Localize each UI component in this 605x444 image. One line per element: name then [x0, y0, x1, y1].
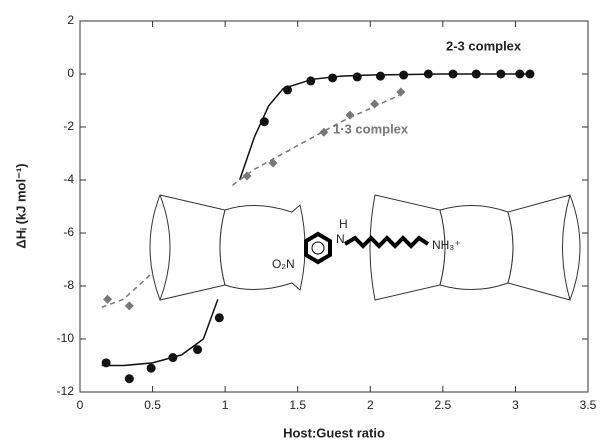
point [423, 69, 433, 79]
x-axis-label: Host:Guest ratio [283, 425, 385, 440]
plot-frame [79, 20, 589, 393]
series-label: 2-3 complex [446, 38, 522, 53]
y-tick-label: -10 [57, 331, 75, 345]
y-tick-label: 2 [67, 13, 74, 27]
point [396, 87, 406, 97]
y-tick-label: 0 [67, 66, 74, 80]
y-tick-label: -6 [63, 225, 74, 239]
point [496, 69, 506, 79]
point [525, 69, 535, 79]
point [124, 374, 134, 384]
x-tick-label: 0.5 [144, 398, 161, 412]
point [101, 358, 111, 368]
point [214, 313, 224, 323]
series-label: 1·3 complex [333, 121, 409, 136]
point [146, 363, 156, 373]
point [471, 69, 481, 79]
diagram-label: N [336, 232, 345, 246]
point [268, 158, 278, 168]
x-tick-label: 3.5 [580, 398, 597, 412]
point [193, 345, 203, 355]
y-tick-label: -2 [63, 119, 74, 133]
point [259, 117, 269, 127]
point [319, 127, 329, 137]
point [124, 301, 134, 311]
y-tick-label: -8 [63, 278, 74, 292]
point [515, 69, 525, 79]
diagram-label: O₂N [272, 257, 295, 271]
point [103, 294, 113, 304]
x-tick-label: 2 [367, 398, 374, 412]
point [448, 69, 458, 79]
y-tick-label: -12 [57, 384, 75, 398]
x-tick-label: 3 [512, 398, 519, 412]
point [283, 85, 293, 95]
point [352, 72, 362, 82]
point [328, 73, 338, 83]
point [242, 171, 252, 181]
x-tick-label: 2.5 [435, 398, 452, 412]
diagram-label: H [339, 217, 348, 231]
host-guest-diagram: H N O₂N NH₃⁺ [149, 194, 581, 301]
y-axis-label: ΔHᵢ (kJ mol⁻¹) [13, 163, 28, 248]
point [168, 353, 178, 363]
point [306, 76, 316, 86]
point [399, 70, 409, 80]
fit-line [101, 94, 400, 308]
x-tick-label: 1.5 [289, 398, 306, 412]
diagram-label: NH₃⁺ [432, 238, 461, 252]
x-tick-label: 0 [77, 398, 84, 412]
x-tick-label: 1 [222, 398, 229, 412]
y-tick-label: -4 [63, 172, 74, 186]
point [345, 110, 355, 120]
point [375, 71, 385, 81]
point [370, 99, 380, 109]
